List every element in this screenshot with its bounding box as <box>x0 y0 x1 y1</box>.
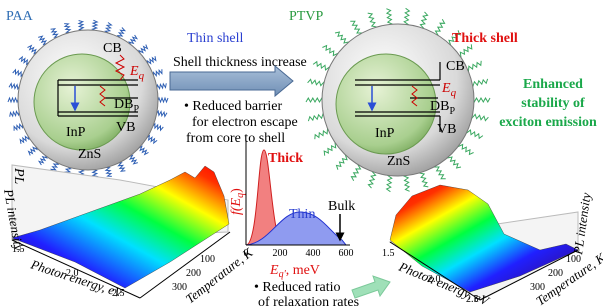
tick-label: 1.5 <box>382 248 395 259</box>
curve-label: Thin <box>289 207 315 222</box>
label: ZnS <box>387 154 410 169</box>
axis-label: intensity <box>573 191 594 237</box>
label: DB <box>430 99 449 114</box>
right-plot: PL intensity 1.5 2.0 2.5 100 200 300 Pho… <box>382 185 603 306</box>
ligand <box>313 62 330 72</box>
tick-label: 1.5 <box>12 244 25 255</box>
tick-label: 200 <box>186 268 201 279</box>
label: InP <box>66 125 86 140</box>
green-arrow <box>352 276 390 298</box>
axis-label: Eq', meV <box>269 263 320 280</box>
tick-label: 400 <box>306 248 321 259</box>
axis-label: E <box>269 263 279 278</box>
right-particle: CB Eq DBP VB InP ZnS <box>322 24 474 176</box>
tick-label: 0 <box>244 248 249 259</box>
ligand <box>419 12 428 29</box>
ligand <box>387 174 393 192</box>
label: DB <box>114 97 133 112</box>
arrow-label: Shell thickness increase <box>173 55 307 70</box>
note: from core to shell <box>186 131 285 146</box>
label: q <box>451 87 457 99</box>
highlight: Enhanced stability of exciton emission <box>499 77 597 130</box>
ligand-label: PAA <box>6 9 34 24</box>
highlight-line: Enhanced <box>523 77 583 92</box>
ligand <box>308 79 326 86</box>
curve-label: Thick <box>268 151 303 166</box>
left-particle: CB Eq DBP VB InP ZnS <box>18 30 158 170</box>
label: VB <box>116 120 135 135</box>
ligand-label: PTVP <box>289 9 323 24</box>
curve-label: Bulk <box>328 199 355 214</box>
label: q <box>139 70 145 82</box>
big-arrow <box>170 66 293 96</box>
ligand <box>472 98 490 102</box>
ligand <box>471 113 489 120</box>
label: VB <box>437 122 456 137</box>
highlight-line: exciton emission <box>499 115 597 130</box>
note: • Reduced ratio <box>254 280 341 295</box>
ligand <box>466 128 483 138</box>
tick-label: 300 <box>172 282 187 293</box>
ligand <box>433 19 444 35</box>
ligand <box>459 142 474 155</box>
highlight-line: stability of <box>521 96 585 111</box>
axis-label: ) <box>229 188 244 193</box>
ligand <box>351 165 362 181</box>
label: P <box>133 104 139 115</box>
note: for electron escape <box>192 115 298 130</box>
note: • Reduced barrier <box>184 99 283 114</box>
axis-label: PL <box>11 167 26 185</box>
label: E <box>441 81 451 96</box>
left-plot: PL PL intensity 1.5 2.0 2.5 100 200 300 … <box>1 165 257 306</box>
figure: CB Eq DBP VB InP ZnS PAA Thin shell Shel… <box>0 0 603 306</box>
label: ZnS <box>78 147 101 162</box>
tick-label: 200 <box>273 248 288 259</box>
axis-label: PL intensity <box>570 191 594 256</box>
ligand <box>322 46 337 59</box>
tick-label: 100 <box>200 254 215 265</box>
label: CB <box>446 59 465 74</box>
axis-label: f(Eq) <box>229 188 246 215</box>
label: E <box>129 64 139 79</box>
ligand <box>306 98 324 102</box>
shell-label: Thick shell <box>452 31 518 46</box>
tick-label: 600 <box>339 248 354 259</box>
axis-label: PL <box>11 167 26 185</box>
ligand <box>368 171 377 188</box>
note: of relaxation rates <box>258 295 359 306</box>
axis-label: , meV <box>286 263 320 278</box>
ligand <box>404 8 410 26</box>
label: P <box>449 106 455 117</box>
axis-label: PL <box>1 187 19 205</box>
shell-label: Thin shell <box>187 31 243 46</box>
axis-label: E <box>229 197 244 207</box>
label: CB <box>103 41 122 56</box>
label: InP <box>375 126 395 141</box>
center-plot: Thick Thin Bulk f(Eq) 0 200 400 600 Eq',… <box>229 140 359 306</box>
